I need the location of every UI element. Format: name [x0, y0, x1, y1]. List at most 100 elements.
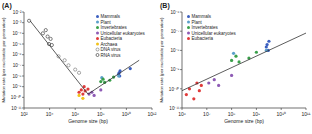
legend-marker [96, 32, 99, 35]
legend-marker [187, 37, 190, 40]
data-point [185, 93, 188, 96]
x-tick [231, 108, 232, 110]
trend-line [88, 60, 139, 94]
legend-marker [96, 26, 99, 29]
x-axis-label: Genome size (bp) [68, 118, 108, 124]
data-point [81, 97, 84, 100]
data-point [99, 88, 102, 91]
data-point [49, 37, 52, 40]
legend-marker [96, 48, 99, 51]
legend-marker [187, 32, 190, 35]
legend-label: Eubacteria [101, 36, 123, 41]
data-point [46, 35, 49, 38]
x-tick-label: 10⁷ [203, 111, 211, 117]
y-tick-label: 10⁻¹⁰ [169, 87, 180, 92]
y-tick [180, 88, 182, 89]
y-tick-label: 10⁻⁷ [171, 29, 180, 34]
legend-marker [96, 37, 99, 40]
x-axis-label: Genome size (bp) [224, 118, 264, 124]
y-axis-label: Mutation rate (per nucleotide per genera… [159, 17, 164, 103]
x-tick-label: 10⁶ [178, 111, 186, 117]
figure: (A)10²10⁴10⁶10⁸10¹⁰10¹²10⁻¹¹10⁻¹⁰10⁻⁹10⁻… [0, 0, 312, 134]
data-point [200, 84, 203, 87]
x-tick-label: 10⁴ [46, 111, 54, 117]
data-point [80, 88, 83, 91]
y-tick-label: 10⁻⁵ [12, 42, 21, 47]
y-axis-label: Mutation rate (per nucleotide per genera… [1, 17, 6, 103]
y-tick [22, 33, 24, 34]
x-tick [126, 108, 127, 110]
data-point [267, 40, 270, 43]
data-point [93, 94, 96, 97]
x-tick [306, 108, 307, 110]
legend-label: RNA virus [101, 53, 122, 58]
y-tick [180, 69, 182, 70]
x-tick-label: 10⁶ [71, 111, 79, 117]
data-point [41, 32, 44, 35]
x-tick-label: 10⁹ [253, 111, 261, 117]
panel: (A)10²10⁴10⁶10⁸10¹⁰10¹²10⁻¹¹10⁻¹⁰10⁻⁹10⁻… [1, 2, 157, 124]
x-tick-label: 10¹⁰ [122, 111, 131, 117]
y-tick-label: 10⁻⁶ [170, 10, 179, 15]
legend-label: Plant [101, 20, 112, 25]
data-point [232, 52, 235, 55]
data-point [237, 60, 240, 63]
legend-marker [187, 21, 190, 24]
trend-line [182, 33, 306, 91]
y-tick [180, 108, 182, 109]
data-point [44, 29, 47, 32]
x-tick-label: 10¹⁰ [277, 111, 286, 117]
data-point [86, 87, 89, 90]
x-tick [24, 108, 25, 110]
y-tick [180, 12, 182, 13]
x-tick [281, 108, 282, 110]
data-point [255, 51, 258, 54]
data-point [101, 78, 104, 81]
legend-marker [187, 15, 190, 18]
data-point [217, 84, 220, 87]
y-tick-label: 10⁻¹¹ [169, 106, 180, 111]
y-tick-label: 10⁻¹¹ [11, 106, 22, 111]
legend-label: Archaea [101, 42, 118, 47]
y-tick-label: 10⁻⁸ [170, 48, 179, 53]
data-point [81, 93, 84, 96]
x-tick-label: 10² [20, 111, 28, 117]
y-tick [22, 97, 24, 98]
y-tick [22, 65, 24, 66]
legend-label: Mammals [101, 14, 121, 19]
y-tick [180, 31, 182, 32]
data-point [230, 59, 233, 62]
legend-label: Invertebrates [101, 25, 128, 30]
data-point [67, 64, 70, 67]
y-tick [180, 50, 182, 51]
data-point [129, 67, 132, 70]
data-point [230, 74, 233, 77]
y-tick-label: 10⁻⁹ [170, 67, 179, 72]
x-tick [182, 108, 183, 110]
legend-label: Unicellular eukaryotes [192, 31, 237, 36]
x-tick-label: 10⁸ [228, 111, 236, 117]
data-point [50, 43, 53, 46]
x-axis [182, 108, 306, 109]
y-tick-label: 10⁻³ [13, 20, 22, 25]
legend-marker [96, 43, 99, 46]
data-point [234, 55, 237, 58]
legend-marker [96, 15, 99, 18]
plot-area [182, 33, 306, 100]
data-point [63, 59, 66, 62]
data-point [198, 89, 201, 92]
legend-label: Mammals [192, 14, 212, 19]
legend-marker [96, 54, 99, 57]
x-tick [49, 108, 50, 110]
legend-marker [187, 26, 190, 29]
x-tick [100, 108, 101, 110]
data-point [74, 68, 77, 71]
data-point [213, 78, 216, 81]
legend: MammalsPlantInvertebratesUnicellular euk… [96, 14, 146, 58]
x-tick [75, 108, 76, 110]
panel-title: (B) [160, 2, 170, 10]
y-tick-label: 10⁻⁶ [12, 52, 21, 57]
y-tick [22, 22, 24, 23]
data-point [77, 91, 80, 94]
y-tick [22, 44, 24, 45]
